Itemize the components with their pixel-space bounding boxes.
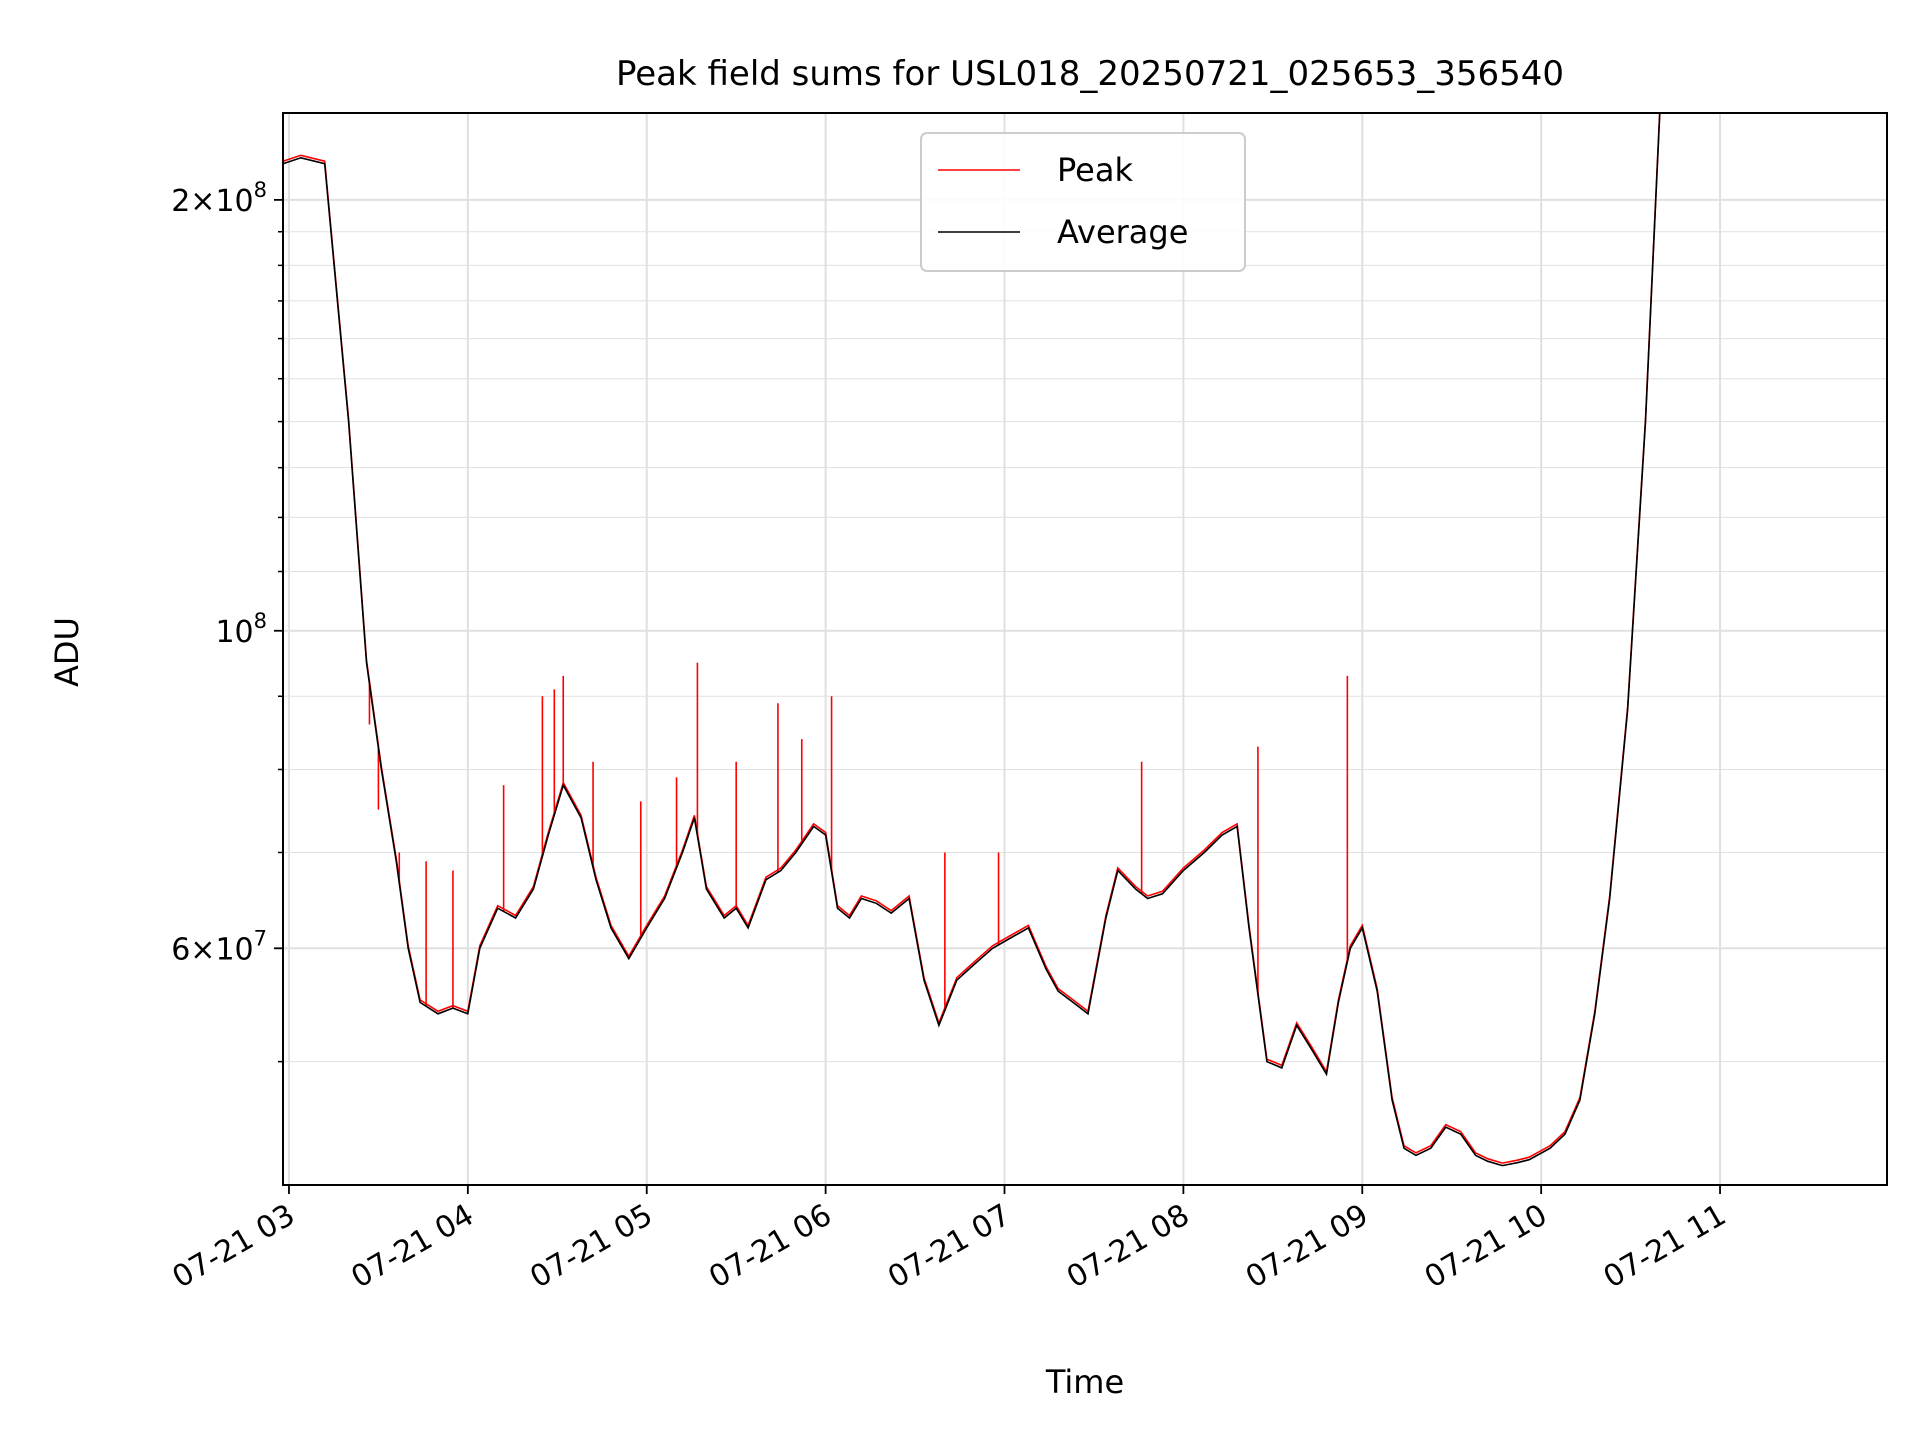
grid-lines: [283, 113, 1887, 1185]
x-tick-label: 07-21 04: [346, 1198, 480, 1296]
x-tick-label: 07-21 03: [167, 1198, 301, 1296]
legend: Peak Average: [920, 132, 1246, 272]
x-tick-label: 07-21 08: [1061, 1198, 1195, 1296]
x-axis-label: Time: [1045, 1363, 1124, 1401]
x-tick-label: 07-21 09: [1240, 1198, 1374, 1296]
series-group: [283, 113, 1661, 1167]
legend-label-peak: Peak: [1057, 151, 1133, 189]
y-axis: 2×108 108 6×107: [171, 178, 283, 1063]
x-tick-label: 07-21 07: [882, 1198, 1016, 1296]
series-layer: [283, 113, 1661, 1167]
legend-label-average: Average: [1057, 213, 1188, 251]
plot-frame: [282, 112, 1888, 1186]
y-axis-label: ADU: [48, 617, 86, 687]
x-tick-label: 07-21 05: [524, 1198, 658, 1296]
y-tick-label: 6×107: [171, 926, 267, 967]
y-tick-label: 108: [215, 609, 267, 650]
x-tick-label: 07-21 06: [703, 1198, 837, 1296]
x-axis: 07-21 03 07-21 04 07-21 05 07-21 06 07-21 07…: [167, 1185, 1732, 1295]
x-tick-label: 07-21 11: [1598, 1198, 1732, 1296]
chart-title: Peak field sums for USL018_20250721_0256…: [616, 54, 1564, 94]
average-line: [283, 113, 1661, 1167]
x-tick-label: 07-21 10: [1419, 1198, 1553, 1296]
legend-box: [920, 132, 1246, 272]
y-tick-label: 2×108: [171, 178, 267, 219]
